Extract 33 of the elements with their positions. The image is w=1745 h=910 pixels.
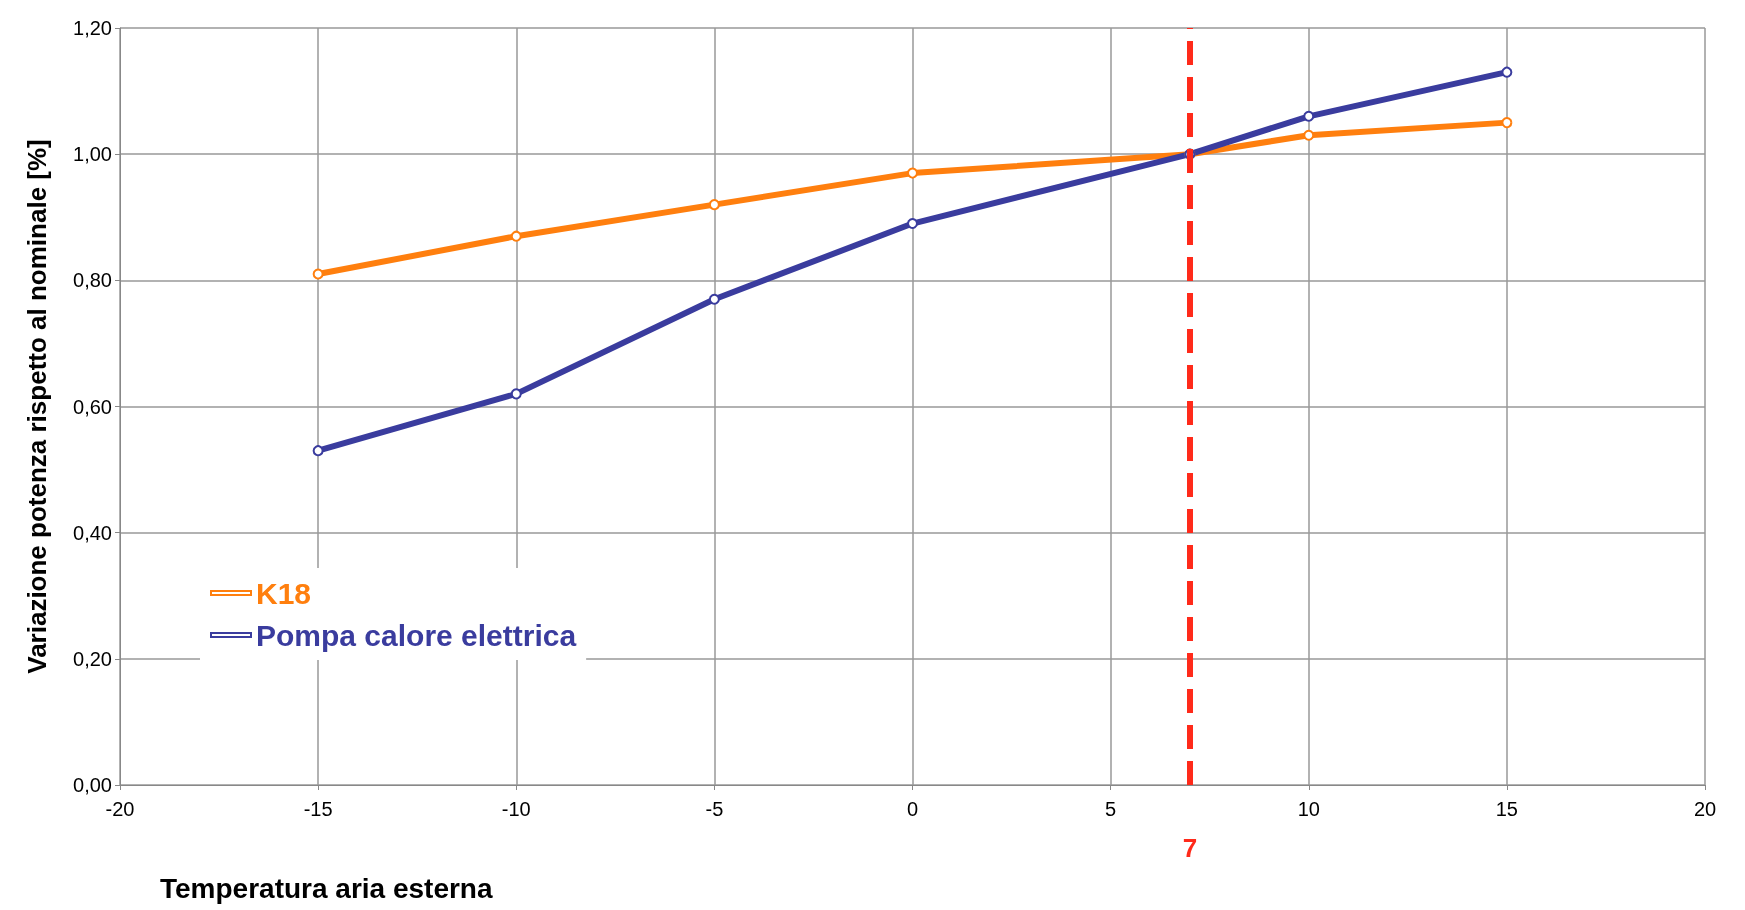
x-tick-label: -20 bbox=[105, 798, 135, 820]
y-tick-label: 1,00 bbox=[73, 143, 112, 166]
x-tick-label: -5 bbox=[705, 798, 724, 820]
ref-line-label: 7 bbox=[1182, 833, 1198, 863]
point bbox=[907, 218, 918, 230]
legend-label: K18 bbox=[256, 576, 312, 610]
x-tick-label: 20 bbox=[1693, 798, 1717, 820]
x-tick-label: -10 bbox=[501, 798, 531, 820]
y-axis-title: Variazione potenza rispetto al nominale [%] bbox=[22, 139, 52, 674]
point bbox=[1501, 66, 1513, 78]
x-tick-label: 15 bbox=[1495, 798, 1518, 820]
point bbox=[510, 230, 522, 242]
point bbox=[708, 293, 720, 305]
y-tick-label: 0,80 bbox=[73, 269, 112, 292]
point bbox=[1501, 117, 1513, 129]
x-axis-title: Temperatura aria esterna bbox=[160, 872, 493, 904]
y-tick-label: 0,20 bbox=[73, 647, 112, 670]
y-tick-label: 0,40 bbox=[73, 521, 112, 544]
x-tick-label: 10 bbox=[1297, 798, 1320, 820]
x-tick-label: 0 bbox=[906, 798, 919, 820]
point bbox=[907, 167, 918, 179]
legend-label: Pompa calore elettrica bbox=[256, 618, 577, 652]
point bbox=[312, 268, 324, 280]
point bbox=[312, 445, 324, 457]
y-tick-label: 1,20 bbox=[73, 17, 112, 39]
point bbox=[1303, 110, 1315, 122]
y-tick-label: 0,60 bbox=[73, 395, 112, 418]
point bbox=[1303, 129, 1315, 141]
y-tick-label: 0,00 bbox=[73, 774, 112, 796]
point bbox=[708, 199, 720, 211]
x-tick-label: -15 bbox=[303, 798, 333, 820]
point bbox=[510, 388, 522, 400]
x-tick-label: 5 bbox=[1105, 798, 1117, 820]
